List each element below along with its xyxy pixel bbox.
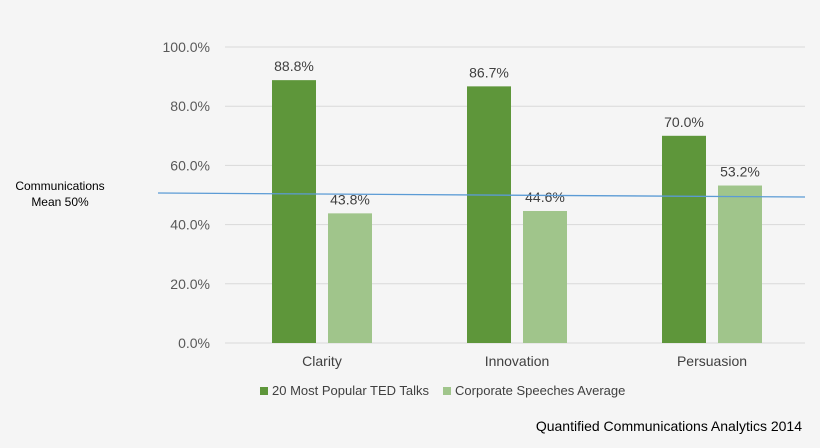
y-tick-label: 80.0%	[170, 98, 210, 114]
bar	[523, 210, 567, 343]
mean-label-line2: Mean 50%	[31, 195, 89, 209]
legend-label: 20 Most Popular TED Talks	[272, 383, 430, 398]
x-tick-label: Clarity	[302, 353, 342, 369]
bar	[328, 213, 372, 343]
bar	[662, 135, 706, 343]
x-tick-label: Persuasion	[677, 353, 747, 369]
legend-label: Corporate Speeches Average	[455, 383, 626, 398]
mean-line-label: Communications Mean 50%	[0, 178, 120, 210]
x-tick-label: Innovation	[485, 353, 550, 369]
legend-item-corporate: Corporate Speeches Average	[443, 383, 625, 398]
legend-swatch	[443, 386, 452, 395]
y-tick-label: 100.0%	[163, 39, 210, 55]
data-label: 43.8%	[330, 191, 370, 207]
y-tick-label: 20.0%	[170, 276, 210, 292]
y-tick-label: 60.0%	[170, 157, 210, 173]
bar	[467, 86, 511, 344]
mean-label-line1: Communications	[15, 179, 105, 193]
mean-reference-line	[157, 192, 806, 198]
legend: 20 Most Popular TED Talks Corporate Spee…	[260, 383, 625, 398]
data-label: 86.7%	[469, 64, 509, 80]
bar	[272, 80, 316, 343]
data-label: 44.6%	[525, 189, 565, 205]
y-tick-label: 40.0%	[170, 217, 210, 233]
source-caption: Quantified Communications Analytics 2014	[535, 418, 802, 434]
data-label: 88.8%	[274, 58, 314, 74]
bar	[718, 185, 762, 343]
data-label: 70.0%	[664, 114, 704, 130]
legend-swatch	[260, 386, 268, 395]
data-label: 53.2%	[720, 164, 760, 180]
legend-item-ted: 20 Most Popular TED Talks	[260, 383, 429, 398]
y-tick-label: 0.0%	[178, 335, 210, 351]
